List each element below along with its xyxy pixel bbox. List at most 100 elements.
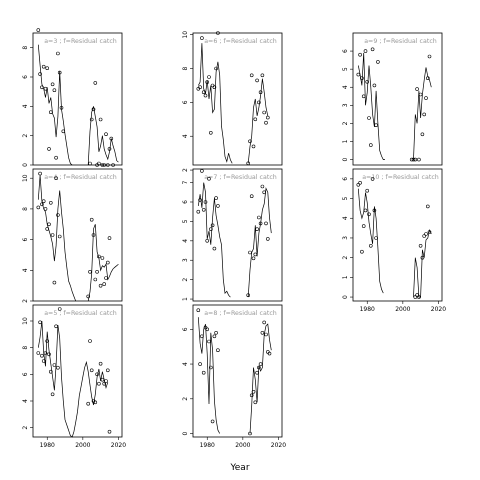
data-point	[262, 320, 267, 325]
data-point	[216, 204, 220, 208]
data-point	[97, 254, 101, 259]
data-point	[47, 352, 51, 357]
x-tick-label: 2020	[111, 442, 126, 449]
y-tick-label: 2	[182, 168, 189, 172]
x-tick-label: 1980	[200, 442, 215, 449]
data-point	[363, 49, 368, 53]
y-tick-label: 2	[22, 426, 29, 430]
data-point	[48, 201, 53, 205]
data-point	[89, 117, 94, 122]
data-point	[102, 163, 106, 167]
data-point	[36, 351, 41, 355]
panel-label: a=8 ; f=Residual catch	[204, 310, 277, 317]
data-point	[207, 176, 211, 181]
data-point	[251, 256, 256, 261]
data-point	[253, 252, 258, 257]
panel-5: 1 2 3 4 5 6 7 a=7 ; f=Residual catch	[182, 168, 283, 302]
data-point	[258, 362, 263, 366]
data-point	[86, 294, 90, 299]
data-point	[207, 75, 211, 79]
data-point	[41, 199, 46, 203]
y-tick-label: 2	[182, 278, 189, 282]
data-point	[57, 70, 62, 75]
data-point	[363, 208, 368, 213]
y-tick-label: 6	[342, 177, 349, 181]
data-point	[205, 327, 209, 332]
panel-frame	[192, 32, 283, 166]
data-point	[257, 100, 261, 105]
data-point	[214, 66, 218, 71]
y-tick-label: 4	[342, 216, 349, 220]
data-point	[255, 227, 259, 231]
panel-7: 0 1 2 3 4 5 6 a=9 ; f=Residual catch	[342, 32, 443, 166]
data-point	[249, 393, 254, 398]
data-point	[358, 52, 362, 57]
y-tick-label: 5	[182, 219, 189, 223]
data-point	[365, 188, 370, 193]
data-point	[45, 339, 50, 343]
data-point	[88, 161, 92, 166]
x-tick-label: 2000	[75, 442, 90, 449]
data-point	[257, 365, 261, 370]
panel-3: 2 4 6 8 10 1980 2000 2020 a=5 ; f=Residual catch	[22, 304, 126, 449]
data-point	[36, 28, 41, 32]
y-tick-label: 8	[182, 66, 189, 70]
data-point	[40, 85, 44, 90]
data-point	[106, 260, 110, 265]
data-point	[260, 73, 265, 78]
data-point	[93, 277, 98, 282]
panel-label: a=4 ; f=Residual catch	[44, 174, 117, 181]
data-point	[212, 334, 217, 339]
data-point	[43, 207, 48, 211]
data-point	[41, 359, 46, 363]
data-point	[54, 155, 58, 160]
data-point	[262, 190, 267, 195]
x-tick-label: 1980	[40, 442, 55, 449]
fitted-line	[357, 52, 385, 160]
data-point	[102, 381, 106, 386]
data-point	[59, 106, 64, 110]
data-point	[203, 93, 208, 98]
data-point	[205, 239, 209, 243]
data-point	[415, 293, 419, 297]
fitted-line	[357, 188, 384, 294]
y-tick-label: 4	[22, 104, 29, 108]
data-point	[258, 90, 263, 94]
data-point	[422, 112, 427, 117]
data-point	[91, 107, 96, 112]
data-point	[367, 212, 371, 217]
y-tick-label: 4	[182, 362, 189, 366]
data-point	[360, 76, 364, 80]
data-point	[251, 144, 256, 149]
data-point	[253, 400, 258, 405]
data-point	[260, 184, 265, 189]
data-point	[264, 332, 268, 337]
data-point	[425, 76, 430, 80]
y-tick-label: 7	[182, 181, 189, 185]
panel-label: a=6 ; f=Residual catch	[204, 38, 277, 45]
data-point	[201, 90, 206, 94]
x-axis-label: Year	[229, 463, 249, 473]
data-point	[370, 47, 375, 52]
data-point	[98, 117, 103, 122]
data-point	[368, 244, 373, 248]
data-point	[54, 324, 58, 329]
data-point	[54, 176, 58, 180]
y-tick-label: 10	[182, 31, 189, 39]
data-point	[50, 392, 55, 397]
data-point	[38, 72, 42, 76]
y-tick-label: 6	[182, 100, 189, 104]
data-point	[420, 255, 425, 260]
data-point	[265, 115, 270, 120]
data-point	[40, 353, 44, 358]
data-point	[40, 202, 44, 207]
data-point	[255, 78, 259, 83]
panel-frame	[32, 304, 123, 438]
panel-frame	[352, 168, 443, 302]
data-point	[200, 36, 204, 40]
data-point	[57, 234, 62, 239]
data-point	[262, 110, 267, 115]
y-tick-label: 0	[342, 157, 349, 161]
y-tick-label: 10	[22, 174, 29, 182]
data-point	[196, 308, 201, 313]
